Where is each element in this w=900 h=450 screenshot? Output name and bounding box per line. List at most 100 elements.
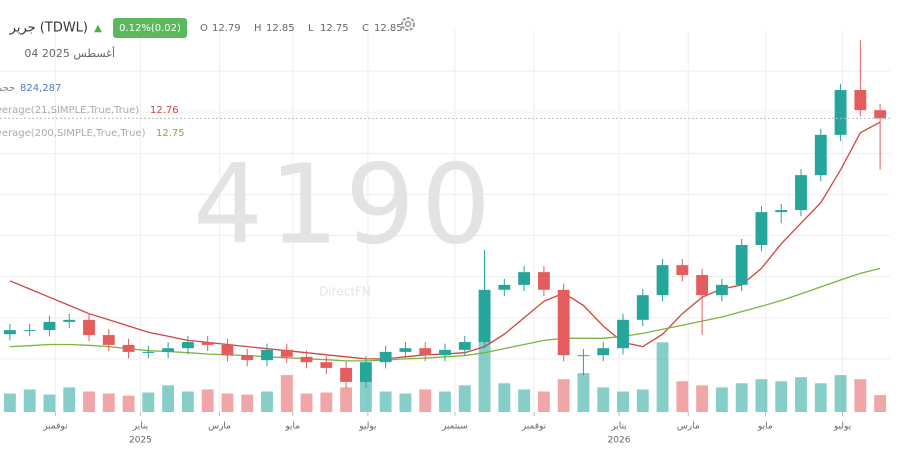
volume-bar [834, 375, 847, 412]
volume-bar [201, 389, 214, 412]
volume-bar [775, 381, 788, 412]
volume-bar [261, 391, 273, 412]
x-tick-label: سبتمبر [441, 422, 468, 432]
volume-bar [577, 373, 590, 412]
ohlc-value: 12.85 [374, 23, 403, 34]
candle-body [775, 210, 788, 213]
candle-body [201, 342, 214, 345]
candle-body [379, 351, 392, 363]
volume-bar [676, 381, 689, 412]
change-badge [113, 18, 187, 38]
candle-body [221, 344, 234, 356]
volume-bar [83, 391, 95, 412]
ohlc-label: L [308, 23, 314, 34]
candle-body [181, 342, 194, 349]
change: 0.12%(0.02) [119, 23, 181, 34]
candle-body [814, 134, 827, 176]
ohlc-label: O [200, 23, 208, 34]
ohlc-value: 12.75 [320, 23, 349, 34]
volume-bar [617, 391, 629, 412]
ohlc-label: H [254, 23, 262, 34]
candle-body [577, 355, 590, 357]
candle-body [399, 348, 412, 352]
candle-body [755, 212, 768, 246]
legend-value: 12.76 [150, 105, 179, 116]
legend-name: verage(21,SIMPLE,True,True) [0, 105, 139, 116]
candle-body [83, 319, 95, 336]
candle-body [636, 295, 649, 320]
candle-body [676, 265, 689, 276]
volume-bar [23, 389, 36, 412]
volume-bar [656, 342, 669, 412]
x-year-label: 2025 [129, 436, 152, 446]
candle-body [419, 348, 432, 356]
candle-body [557, 289, 570, 356]
candle-body [478, 289, 491, 343]
legend-name: verage(200,SIMPLE,True,True) [0, 128, 146, 139]
candle-body [656, 265, 669, 296]
volume-bar [597, 387, 610, 412]
volume-value: 824,287 [20, 83, 61, 94]
candle-body [795, 175, 807, 211]
volume-bar [359, 381, 372, 412]
volume-bar [320, 392, 333, 412]
candle-body [241, 355, 254, 361]
volume-bar [300, 393, 313, 412]
volume-bar [43, 394, 56, 412]
volume-bar [478, 334, 491, 412]
candle-body [854, 90, 867, 111]
volume-bar [874, 395, 887, 412]
candle-body [834, 90, 847, 135]
volume-bar [340, 387, 353, 412]
candle-body [102, 335, 115, 345]
candle-body [537, 272, 550, 290]
candle-body [359, 362, 372, 382]
candle-body [280, 349, 293, 357]
candle-body [261, 349, 273, 361]
legend-value: 12.75 [156, 128, 185, 139]
candle-body [597, 348, 610, 356]
candle-body [715, 284, 728, 296]
x-tick-label: يناير [132, 422, 149, 432]
candle-body [518, 272, 531, 285]
volume-bar [241, 394, 254, 412]
volume-bar [122, 395, 135, 412]
candle-body [458, 342, 471, 350]
source-watermark: DirectFN [319, 285, 371, 299]
watermark: 4190 [193, 140, 497, 268]
candle-body [142, 351, 155, 353]
volume-bar [636, 389, 649, 412]
volume-bar [518, 389, 531, 412]
volume-bar [399, 393, 412, 412]
volume-bar [3, 393, 16, 412]
x-tick-label: يوليو [833, 422, 852, 432]
candle-body [162, 348, 175, 352]
symbol: جرير (TDWL) [9, 21, 88, 36]
candle-body [617, 319, 629, 349]
ohlc-label: C [362, 23, 369, 34]
ohlc-value: 12.85 [266, 23, 295, 34]
volume-bar [814, 383, 827, 412]
volume-label: حجم [0, 83, 15, 94]
candle-body [439, 349, 451, 356]
x-tick-label: نوفمبر [521, 422, 546, 432]
candle-body [122, 344, 135, 352]
x-year-label: 2026 [608, 436, 631, 446]
candle-body [874, 110, 887, 119]
change-arrow: ▲ [94, 23, 102, 34]
volume-bar [715, 387, 728, 412]
volume-bar [162, 385, 175, 412]
candle-body [43, 321, 56, 331]
x-tick-label: مارس [677, 422, 700, 432]
volume-bar [755, 379, 768, 412]
volume-bar [735, 383, 748, 412]
volume-bar [498, 383, 511, 412]
volume-bar [102, 393, 115, 412]
x-tick-label: نوفمبر [42, 422, 67, 432]
settings-icon[interactable] [401, 17, 415, 31]
candle-body [300, 356, 313, 363]
x-tick-label: يوليو [358, 422, 377, 432]
x-tick-label: مارس [208, 422, 231, 432]
candle-body [3, 330, 16, 335]
